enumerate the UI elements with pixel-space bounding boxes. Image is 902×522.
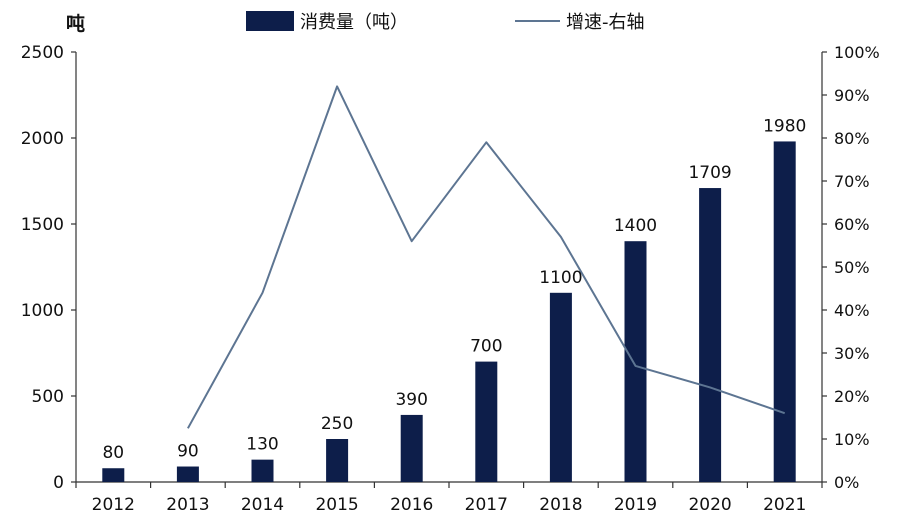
bar xyxy=(102,468,125,482)
bar xyxy=(176,466,199,482)
bar-data-label: 1100 xyxy=(539,268,582,288)
left-axis-tick-label: 2000 xyxy=(21,129,64,149)
legend-layer: 消费量（吨） 增速-右轴 xyxy=(246,11,645,33)
right-axis-tick-label: 50% xyxy=(834,258,870,277)
bar xyxy=(773,141,796,482)
bar xyxy=(624,241,647,482)
bar xyxy=(326,439,349,482)
right-axis-tick-label: 10% xyxy=(834,430,870,449)
left-axis-tick-label: 500 xyxy=(32,387,64,407)
x-axis-tick-label: 2012 xyxy=(92,495,135,515)
right-axis-tick-label: 60% xyxy=(834,215,870,234)
bar xyxy=(400,414,423,482)
legend-bar-label: 消费量（吨） xyxy=(300,12,408,33)
bar-data-label: 250 xyxy=(321,414,353,434)
x-axis-tick-label: 2015 xyxy=(315,495,358,515)
bar-data-label: 80 xyxy=(102,443,124,463)
x-axis-tick-label: 2018 xyxy=(539,495,582,515)
legend-bar-swatch xyxy=(246,11,294,31)
growth-line xyxy=(187,85,786,429)
bar xyxy=(549,292,572,482)
bar-data-label: 1709 xyxy=(688,163,731,183)
x-axis-tick-label: 2017 xyxy=(465,495,508,515)
right-axis-tick-label: 80% xyxy=(834,129,870,148)
bar xyxy=(475,361,498,482)
x-axis-tick-label: 2013 xyxy=(166,495,209,515)
right-axis-tick-label: 20% xyxy=(834,387,870,406)
x-axis-tick-label: 2016 xyxy=(390,495,433,515)
left-axis-tick-label: 1000 xyxy=(21,301,64,321)
bars-layer xyxy=(102,141,796,482)
axes-layer: 0 500 1000 1500 2000 2500 0% 10% 20% 30% 40% 50% 60%… xyxy=(21,43,880,515)
left-axis-tick-label: 2500 xyxy=(21,43,64,63)
bar-data-label: 700 xyxy=(470,337,502,357)
right-axis-tick-label: 40% xyxy=(834,301,870,320)
x-axis-tick-label: 2021 xyxy=(763,495,806,515)
bar xyxy=(699,188,722,482)
right-axis-tick-label: 30% xyxy=(834,344,870,363)
legend-line-label: 增速-右轴 xyxy=(566,12,645,33)
x-axis-tick-label: 2019 xyxy=(614,495,657,515)
bar-data-label: 130 xyxy=(246,435,278,455)
bar-data-label: 1400 xyxy=(614,216,657,236)
bar-data-label: 90 xyxy=(177,442,199,462)
right-axis-tick-label: 90% xyxy=(834,86,870,105)
bar-data-label: 390 xyxy=(395,390,427,410)
line-layer xyxy=(187,85,786,429)
x-axis-tick-label: 2014 xyxy=(241,495,284,515)
x-axis-tick-label: 2020 xyxy=(688,495,731,515)
right-axis-tick-label: 70% xyxy=(834,172,870,191)
right-axis-tick-label: 0% xyxy=(834,473,859,492)
right-axis-tick-label: 100% xyxy=(834,43,880,62)
left-axis-tick-label: 1500 xyxy=(21,215,64,235)
left-axis-tick-label: 0 xyxy=(53,473,64,493)
bar-data-label: 1980 xyxy=(763,116,806,136)
y-axis-unit-label: 吨 xyxy=(66,12,85,35)
labels-layer: 80 90 130 250 390 700 1100 1400 1709 1980 xyxy=(102,116,806,463)
bar xyxy=(251,459,274,482)
